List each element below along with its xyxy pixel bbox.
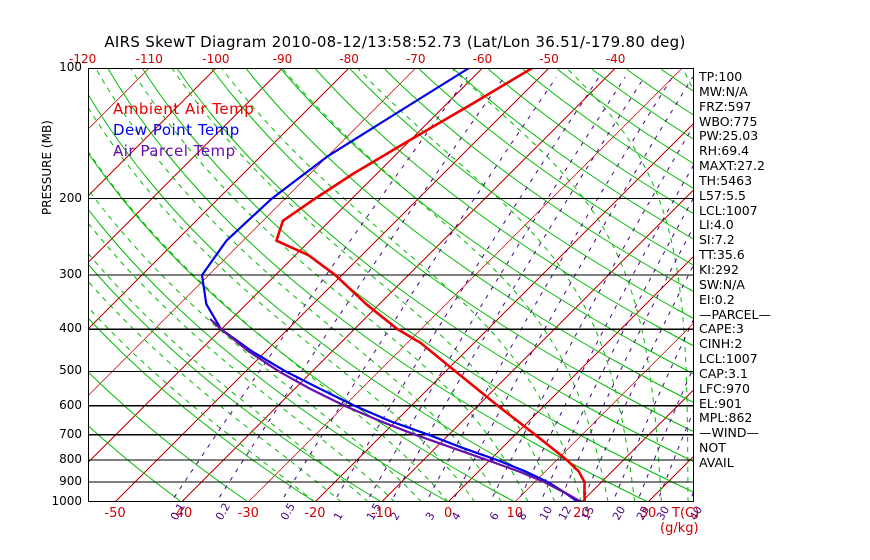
stat-line-19: LCL:1007 — [699, 351, 758, 367]
top-temp-tick--110: -110 — [135, 52, 163, 66]
stat-line-3: WBO:775 — [699, 113, 758, 129]
stat-line-11: SI:7.2 — [699, 232, 735, 248]
top-temp-tick--120: -120 — [69, 52, 97, 66]
stat-line-5: RH:69.4 — [699, 143, 750, 159]
series-1 — [200, 68, 580, 502]
series-2 — [209, 318, 583, 502]
mixing-ratio-axis-label: (g/kg) — [660, 521, 699, 536]
series-0 — [275, 68, 586, 502]
stat-line-21: LFC:970 — [699, 380, 750, 396]
top-temp-tick--70: -70 — [405, 52, 426, 66]
pressure-tick-1000: 1000 — [51, 494, 82, 508]
top-temp-tick--80: -80 — [339, 52, 359, 66]
stat-line-23: MPL:862 — [699, 410, 753, 426]
plot-area — [88, 68, 694, 502]
stat-line-26: AVAIL — [699, 454, 734, 470]
temperature-axis-label: T(C) — [672, 506, 700, 521]
bottom-temp-tick-20: 20 — [573, 506, 590, 521]
stat-line-7: TH:5463 — [699, 172, 753, 188]
bottom-temp-tick-10: 10 — [506, 506, 524, 521]
stat-line-24: —WIND— — [699, 425, 760, 441]
legend-item-1: Dew Point Temp — [113, 121, 240, 139]
bottom-temp-tick-0: 0 — [443, 506, 453, 521]
pressure-tick-200: 200 — [59, 190, 82, 205]
bottom-temp-tick--50: -50 — [104, 506, 126, 521]
stat-line-10: LI:4.0 — [699, 217, 734, 233]
pressure-tick-600: 600 — [59, 397, 82, 412]
bottom-temp-tick--30: -30 — [237, 506, 259, 521]
stat-line-16: —PARCEL— — [699, 306, 771, 322]
stat-line-0: TP:100 — [699, 69, 743, 84]
stat-line-4: PW:25.03 — [699, 128, 759, 144]
bottom-temp-tick--40: -40 — [171, 506, 193, 521]
stat-line-20: CAP:3.1 — [699, 365, 748, 381]
stat-line-22: EL:901 — [699, 395, 742, 411]
stat-line-1: MW:N/A — [699, 83, 748, 99]
top-temp-tick--60: -60 — [472, 52, 493, 66]
stat-line-9: LCL:1007 — [699, 202, 758, 218]
stat-line-6: MAXT:27.2 — [699, 158, 765, 174]
pressure-tick-500: 500 — [59, 363, 82, 378]
bottom-temp-tick--10: -10 — [370, 506, 393, 521]
stat-line-25: NOT — [699, 440, 726, 456]
stat-line-17: CAPE:3 — [699, 321, 744, 337]
pressure-tick-700: 700 — [59, 426, 82, 441]
legend-item-0: Ambient Air Temp — [113, 100, 255, 118]
bottom-temp-tick-30: 30 — [639, 506, 657, 521]
stat-line-2: FRZ:597 — [699, 98, 752, 114]
top-temp-tick--40: -40 — [605, 52, 626, 66]
bottom-temp-tick--20: -20 — [304, 506, 326, 521]
stat-line-14: SW:N/A — [699, 276, 745, 292]
top-temp-tick--90: -90 — [272, 52, 293, 66]
top-temp-tick--50: -50 — [539, 52, 559, 66]
pressure-tick-800: 800 — [59, 451, 82, 466]
skewt-chart-svg — [88, 68, 694, 502]
stat-line-12: TT:35.6 — [699, 247, 745, 263]
legend-item-2: Air Parcel Temp — [113, 142, 236, 160]
stat-line-18: CINH:2 — [699, 336, 743, 352]
page-title: AIRS SkewT Diagram 2010-08-12/13:58:52.7… — [104, 33, 686, 51]
top-temp-tick--100: -100 — [202, 52, 230, 66]
pressure-tick-100: 100 — [59, 60, 82, 74]
stat-line-15: EI:0.2 — [699, 291, 735, 307]
stat-line-13: KI:292 — [699, 261, 739, 277]
pressure-tick-900: 900 — [59, 474, 82, 489]
stat-line-8: L57:5.5 — [699, 187, 746, 203]
sounding-stats-panel: TP:100 MW:N/A FRZ:597 WBO:775 PW:25.03 RH:69.… — [699, 69, 819, 471]
pressure-tick-300: 300 — [59, 267, 82, 282]
pressure-tick-400: 400 — [59, 321, 82, 336]
